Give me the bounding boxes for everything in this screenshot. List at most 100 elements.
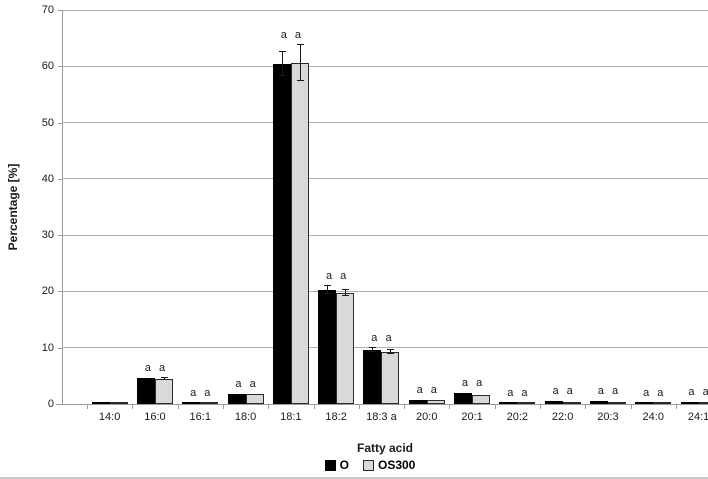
bar-O-24:0 (635, 402, 654, 404)
bar-OS300-20:1 (472, 395, 491, 404)
x-tick-label: 20:1 (461, 411, 483, 423)
x-axis-tick (313, 405, 315, 409)
error-bar-cap (369, 350, 377, 352)
bar-O-16:0 (136, 378, 155, 404)
x-axis-tick (268, 405, 270, 409)
x-axis-tick (222, 405, 224, 409)
bar-OS300-24:0 (653, 402, 672, 404)
gridline-50 (62, 122, 708, 124)
bar-OS300-18:2 (336, 293, 355, 404)
bar-O-20:1 (454, 393, 473, 404)
x-axis-tick (630, 405, 632, 409)
bar-OS300-18:3 a (381, 352, 400, 404)
bar-OS300-16:0 (154, 379, 173, 404)
error-bar (327, 285, 329, 294)
y-tick-label: 50 (41, 116, 54, 129)
error-bar-cap (342, 289, 350, 291)
x-axis-tick (540, 405, 541, 409)
x-tick-label: 20:2 (506, 411, 529, 423)
y-axis-tick (58, 347, 63, 349)
bar-OS300-20:2 (517, 402, 536, 404)
significance-annotation: a a (371, 332, 392, 345)
significance-annotation: a a (144, 362, 166, 375)
legend-swatch-black-icon (324, 459, 336, 471)
legend-label-os300: OS300 (377, 458, 416, 472)
error-bar-cap (160, 379, 168, 381)
x-tick-label: 16:0 (144, 411, 166, 423)
significance-annotation: a a (235, 378, 256, 391)
x-tick-label: 24:0 (642, 411, 664, 423)
gridline-10 (62, 347, 708, 349)
error-bar (163, 378, 165, 381)
bar-O-20:0 (408, 399, 427, 404)
y-axis-tick (58, 178, 63, 180)
error-bar-cap (296, 79, 304, 81)
error-bar-cap (296, 43, 304, 45)
error-bar (345, 290, 347, 296)
bar-OS300-20:0 (426, 400, 445, 404)
y-tick-label: 20 (41, 285, 54, 298)
x-axis-tick (358, 405, 360, 409)
significance-annotation: a a (416, 383, 437, 396)
significance-annotation: a a (325, 269, 347, 282)
bar-O-18:2 (318, 289, 337, 404)
significance-annotation: a a (507, 386, 528, 399)
y-axis-tick (58, 404, 63, 405)
gridline-60 (62, 65, 708, 67)
x-tick-label: 20:3 (597, 411, 619, 423)
x-tick-label: 20:0 (416, 411, 438, 423)
x-axis-tick (404, 405, 406, 409)
bar-OS300-18:1 (290, 62, 309, 404)
legend-item-os300: OS300 (362, 458, 416, 472)
y-tick-label: 60 (41, 60, 54, 73)
y-axis-tick (58, 66, 63, 68)
error-bar-cap (160, 377, 168, 379)
x-tick-label: 18:3 a (366, 411, 397, 423)
x-axis-tick (449, 405, 451, 409)
significance-annotation: a a (688, 386, 708, 399)
bar-OS300-22:0 (562, 401, 581, 404)
legend-label-o: O (339, 458, 349, 472)
x-axis-tick (675, 405, 677, 409)
y-axis-title: Percentage [%] (6, 163, 20, 251)
y-tick-label: 40 (41, 172, 54, 185)
significance-annotation: a a (597, 385, 619, 398)
x-tick-label: 22:0 (551, 411, 574, 423)
x-axis-tick (132, 405, 134, 409)
bar-OS300-20:3 (607, 401, 626, 404)
x-tick-label: 14:0 (98, 411, 121, 423)
x-axis-tick (87, 405, 88, 409)
y-tick-label: 70 (41, 4, 54, 16)
y-axis-tick (58, 10, 63, 11)
significance-annotation: a a (280, 28, 301, 41)
gridline-40 (62, 178, 708, 180)
x-axis-tick (585, 405, 587, 409)
error-bar-cap (278, 50, 286, 52)
legend-swatch-gray-icon (362, 459, 374, 471)
x-axis-tick (494, 405, 496, 409)
y-tick-label: 10 (41, 341, 54, 354)
error-bar (281, 51, 283, 77)
x-axis-title: Fatty acid (356, 441, 413, 455)
error-bar-cap (324, 284, 332, 286)
bar-O-22:0 (544, 401, 563, 404)
significance-annotation: a a (190, 386, 211, 399)
bar-OS300-24:1 (698, 402, 708, 404)
error-bar-cap (324, 292, 332, 294)
y-axis-tick (58, 235, 63, 237)
bar-OS300-16:1 (200, 402, 219, 404)
significance-annotation: a a (461, 377, 483, 390)
x-tick-label: 16:1 (189, 411, 211, 423)
bar-OS300-14:0 (109, 402, 128, 404)
error-bar (299, 44, 301, 81)
y-axis-line (62, 10, 63, 405)
y-tick-label: 30 (41, 229, 54, 242)
bar-O-16:1 (182, 402, 201, 404)
x-tick-label: 18:2 (325, 411, 347, 423)
x-tick-label: 18:0 (234, 411, 257, 423)
y-axis-tick (58, 122, 63, 124)
legend: O OS300 (0, 458, 708, 472)
error-bar-cap (342, 294, 350, 296)
error-bar (390, 349, 392, 355)
